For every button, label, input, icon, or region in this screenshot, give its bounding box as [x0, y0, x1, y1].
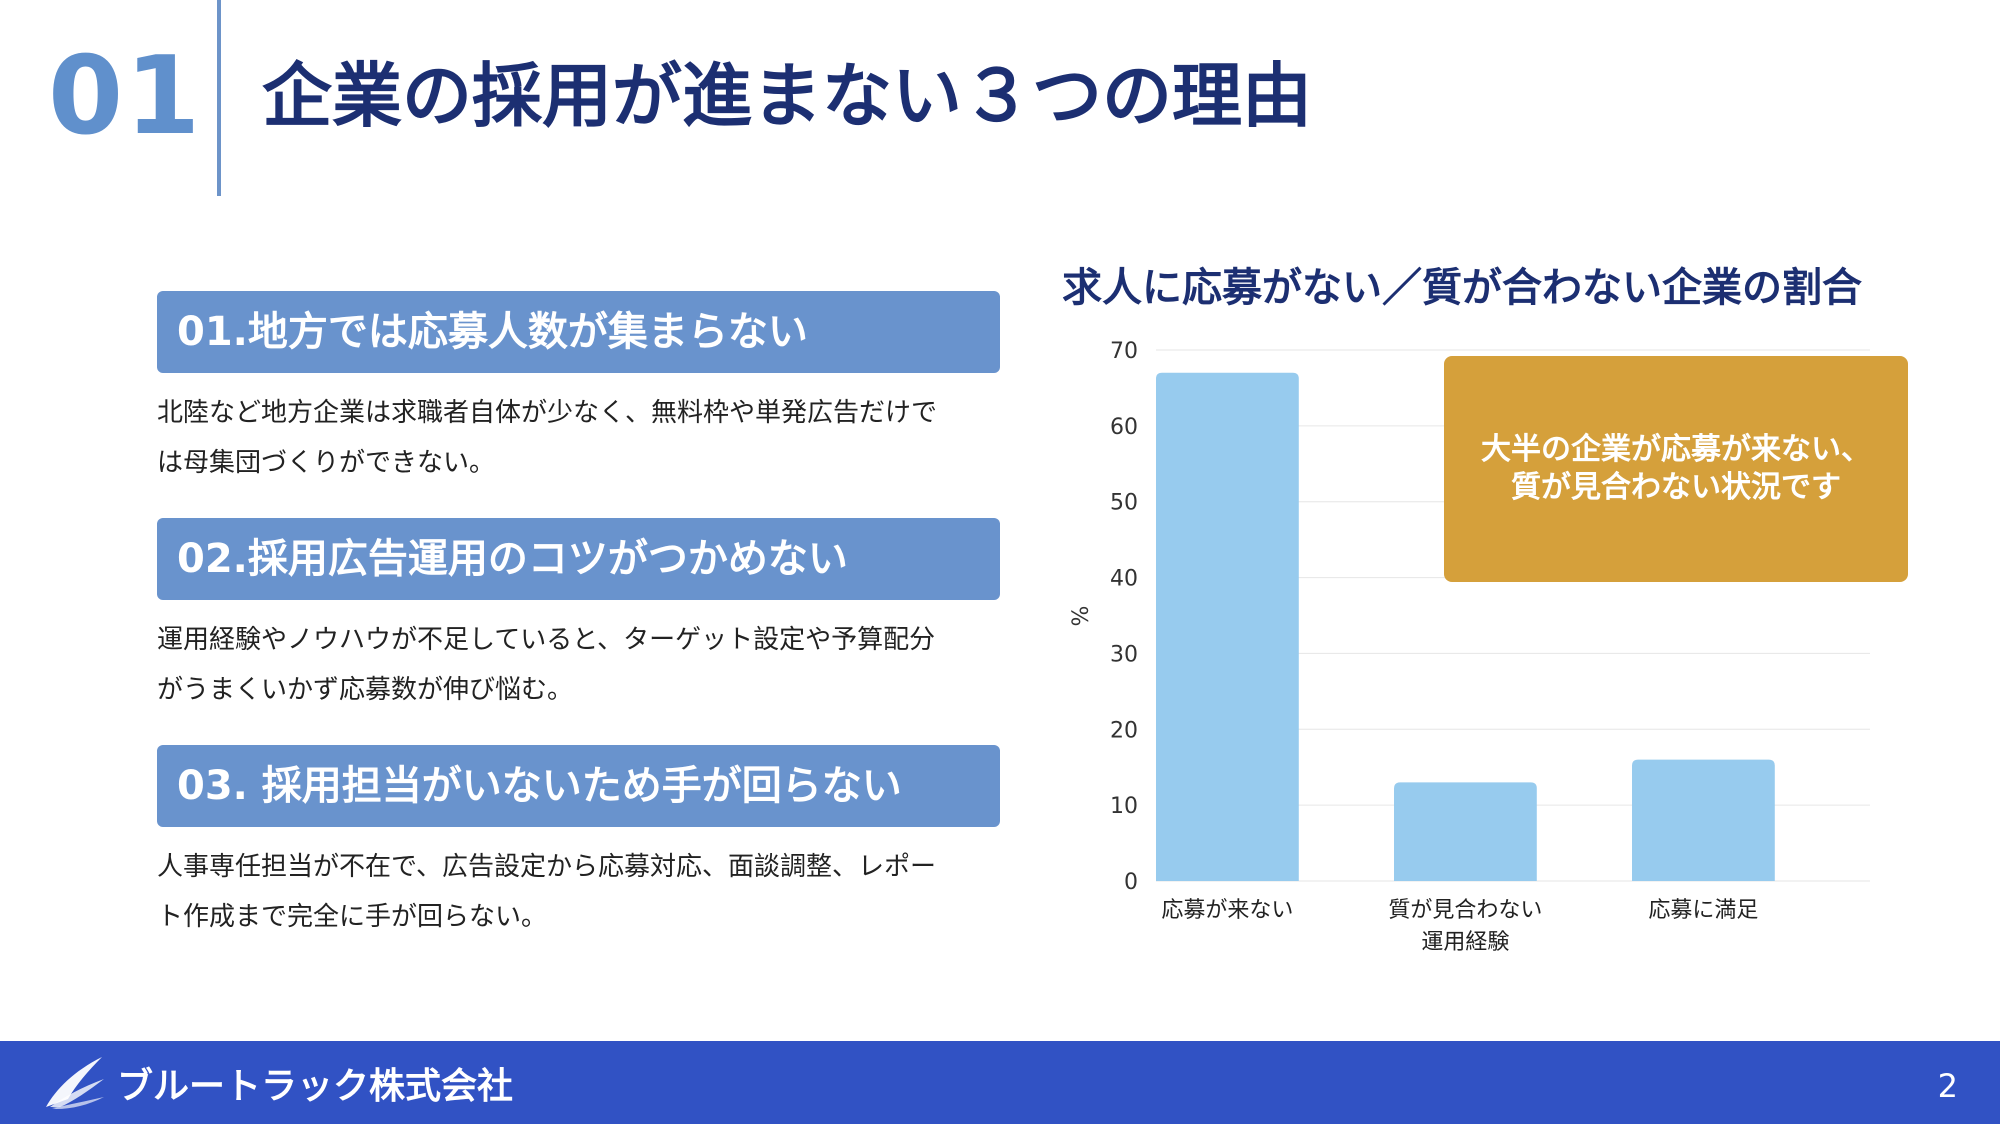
y-tick-label: 10 [1110, 794, 1138, 819]
reason-heading-1: 01.地方では応募人数が集まらない [157, 291, 1000, 373]
x-tick-label: 運用経験 [1421, 930, 1509, 955]
chart-title: 求人に応募がない／質が合わない企業の割合 [1062, 265, 1862, 311]
bar [1394, 782, 1537, 881]
page-title: 企業の採用が進まない３つの理由 [262, 55, 1312, 137]
reason-heading-3: 03. 採用担当がいないため手が回らない [157, 745, 1000, 827]
reason-description-line: 人事専任担当が不在で、広告設定から応募対応、面談調整、レポー [157, 852, 936, 882]
y-tick-label: 70 [1110, 339, 1138, 364]
reason-description-3: 人事専任担当が不在で、広告設定から応募対応、面談調整、レポー ト作成まで完全に手… [157, 842, 1017, 942]
y-tick-label: 20 [1110, 718, 1138, 743]
feather-wing-icon [46, 1057, 104, 1109]
reason-description-line: 北陸など地方企業は求職者自体が少なく、無料枠や単発広告だけで [157, 398, 938, 428]
y-tick-label: 50 [1110, 491, 1138, 516]
company-name: ブルートラック株式会社 [117, 1066, 514, 1107]
y-tick-label: 30 [1110, 642, 1138, 667]
reason-heading-2: 02.採用広告運用のコツがつかめない [157, 518, 1000, 600]
title-divider [217, 0, 221, 196]
reason-description-line: ト作成まで完全に手が回らない。 [157, 902, 548, 932]
page-number: 2 [1937, 1067, 1958, 1105]
x-tick-label: 応募に満足 [1648, 898, 1758, 923]
x-tick-label: 質が見合わない [1388, 898, 1542, 923]
y-tick-label: 60 [1110, 415, 1138, 440]
y-tick-label: 0 [1124, 870, 1138, 895]
bar [1632, 759, 1775, 881]
y-axis-label: % [1069, 606, 1094, 627]
callout-line: 大半の企業が応募が来ない、 [1481, 432, 1871, 467]
callout-line: 質が見合わない状況です [1511, 470, 1841, 505]
reason-description-2: 運用経験やノウハウが不足していると、ターゲット設定や予算配分 がうまくいかず応募… [157, 615, 1017, 715]
reason-description-line: は母集団づくりができない。 [157, 448, 496, 478]
bar [1156, 372, 1299, 881]
section-number: 01 [48, 34, 203, 159]
y-tick-label: 40 [1110, 567, 1138, 592]
reason-description-1: 北陸など地方企業は求職者自体が少なく、無料枠や単発広告だけで は母集団づくりがで… [157, 388, 1017, 488]
reason-description-line: 運用経験やノウハウが不足していると、ターゲット設定や予算配分 [157, 625, 936, 655]
footer-bar: ブルートラック株式会社 2 [0, 1041, 2000, 1124]
x-tick-label: 応募が来ない [1161, 898, 1293, 923]
reason-description-line: がうまくいかず応募数が伸び悩む。 [157, 675, 574, 705]
chart-callout: 大半の企業が応募が来ない、 質が見合わない状況です [1444, 356, 1908, 582]
